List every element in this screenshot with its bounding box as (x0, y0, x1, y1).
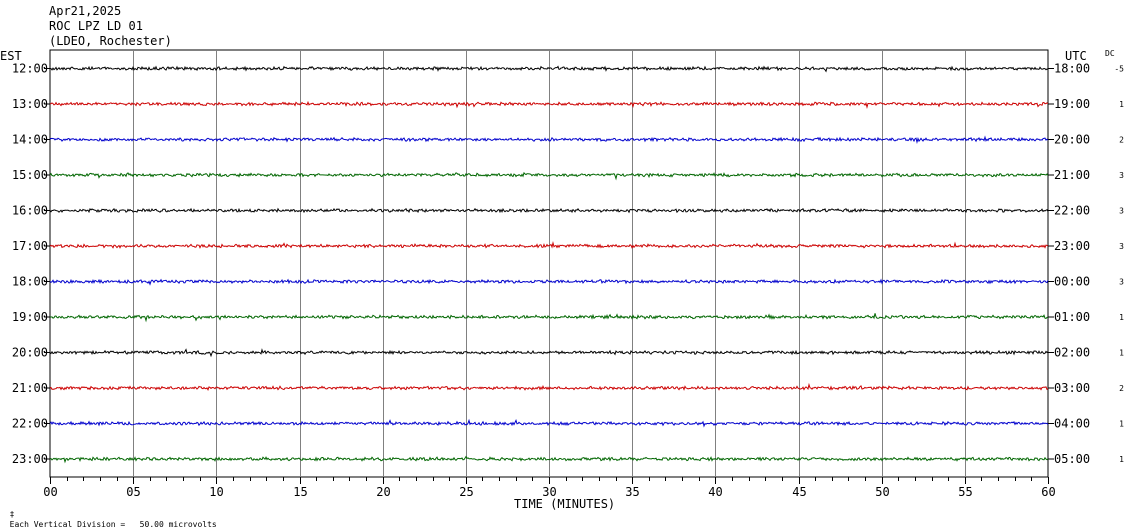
footer-scale-note: ‡ Each Vertical Division = 50.00 microvo… (0, 500, 217, 530)
dc-value: 3 (1119, 171, 1124, 180)
seismic-trace (49, 65, 1049, 73)
utc-hour-label: 19:00 (1054, 97, 1090, 111)
dc-value: 1 (1119, 455, 1124, 464)
utc-hour-label: 04:00 (1054, 417, 1090, 431)
x-tick-label: 40 (708, 485, 722, 499)
dc-value: 3 (1119, 278, 1124, 287)
footer-text: Each Vertical Division = 50.00 microvolt… (9, 520, 217, 529)
x-tick-label: 45 (792, 485, 806, 499)
est-hour-label: 21:00 (12, 381, 48, 395)
dc-value: 1 (1119, 349, 1124, 358)
utc-hour-label: 00:00 (1054, 275, 1090, 289)
utc-hour-label: 01:00 (1054, 310, 1090, 324)
utc-hour-label: 18:00 (1054, 62, 1090, 76)
est-hour-label: 19:00 (12, 310, 48, 324)
est-hour-label: 13:00 (12, 97, 48, 111)
x-tick-label: 60 (1041, 485, 1055, 499)
network-label: (LDEO, Rochester) (49, 34, 172, 48)
station-label: ROC LPZ LD 01 (49, 19, 143, 33)
utc-hour-label: 21:00 (1054, 168, 1090, 182)
seismic-trace (49, 171, 1049, 181)
utc-hour-label: 23:00 (1054, 239, 1090, 253)
utc-hour-label: 02:00 (1054, 346, 1090, 360)
seismic-trace (49, 455, 1049, 464)
x-tick-label: 05 (126, 485, 140, 499)
seismic-trace (49, 241, 1049, 249)
utc-hour-label: 05:00 (1054, 452, 1090, 466)
est-hour-label: 23:00 (12, 452, 48, 466)
traces (49, 65, 1049, 464)
x-axis-title: TIME (MINUTES) (514, 497, 616, 511)
seismic-trace (49, 100, 1049, 110)
seismic-trace (49, 278, 1049, 286)
est-hour-label: 14:00 (12, 133, 48, 147)
seismic-trace (49, 135, 1049, 145)
est-hour-label: 18:00 (12, 275, 48, 289)
dc-value: 1 (1119, 420, 1124, 429)
x-tick-label: 15 (293, 485, 307, 499)
dc-value: 3 (1119, 207, 1124, 216)
x-tick-label: 35 (625, 485, 639, 499)
seismic-trace (49, 348, 1049, 358)
est-hour-label: 15:00 (12, 168, 48, 182)
est-hour-label: 12:00 (12, 62, 48, 76)
x-tick-label: 25 (459, 485, 473, 499)
x-tick-label: 00 (43, 485, 57, 499)
dc-value: -5 (1114, 65, 1124, 74)
utc-hour-label: 03:00 (1054, 381, 1090, 395)
est-hour-label: 16:00 (12, 204, 48, 218)
seismic-trace (49, 418, 1049, 428)
dc-value: 1 (1119, 313, 1124, 322)
date-label: Apr21,2025 (49, 4, 122, 18)
utc-hour-label: 20:00 (1054, 133, 1090, 147)
seismic-trace (49, 382, 1049, 392)
seismic-trace (49, 207, 1049, 214)
dc-value: 2 (1119, 384, 1124, 393)
est-axis-label: EST (0, 49, 22, 63)
dc-value: 2 (1119, 136, 1124, 145)
seismic-trace (50, 313, 1049, 323)
est-hour-label: 20:00 (12, 346, 48, 360)
x-tick-label: 55 (958, 485, 972, 499)
utc-hour-label: 22:00 (1054, 204, 1090, 218)
x-tick-label: 50 (875, 485, 889, 499)
x-tick-label: 10 (209, 485, 223, 499)
utc-axis-label: UTC (1065, 49, 1087, 63)
est-hour-label: 17:00 (12, 239, 48, 253)
dc-value: 1 (1119, 100, 1124, 109)
grid (44, 49, 1054, 484)
est-hour-label: 22:00 (12, 417, 48, 431)
dc-label: DC (1105, 49, 1115, 58)
footer-icon: ‡ (9, 510, 15, 519)
x-tick-label: 30 (542, 485, 556, 499)
x-tick-label: 20 (376, 485, 390, 499)
dc-value: 3 (1119, 242, 1124, 251)
